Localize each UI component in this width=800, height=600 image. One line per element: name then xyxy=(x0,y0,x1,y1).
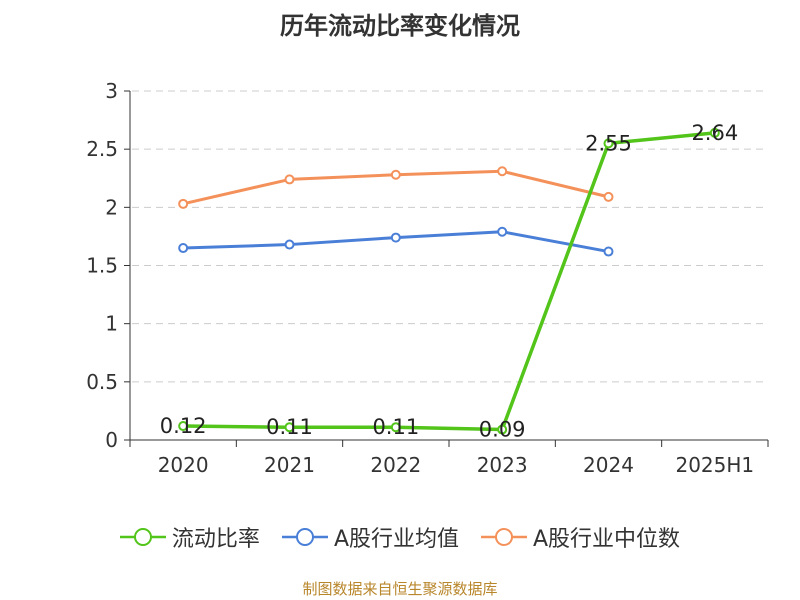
data-label: 2.55 xyxy=(585,131,632,155)
data-point-0 xyxy=(603,138,614,149)
data-point-2 xyxy=(603,191,614,202)
x-tick-label: 2023 xyxy=(477,453,528,477)
x-tick-label: 2020 xyxy=(158,453,209,477)
data-point-2 xyxy=(178,198,189,209)
y-tick-label: 1 xyxy=(105,312,118,336)
legend-marker-industry-mean xyxy=(281,528,328,546)
data-label: 2.64 xyxy=(691,121,738,145)
data-label: 0.11 xyxy=(372,415,419,439)
x-tick-label: 2024 xyxy=(583,453,634,477)
data-label: 0.11 xyxy=(266,415,313,439)
data-point-0 xyxy=(497,424,508,435)
legend-label-industry-mean: A股行业均值 xyxy=(333,527,459,552)
data-point-2 xyxy=(497,166,508,177)
y-tick-label: 3 xyxy=(105,79,118,103)
chart-title: 历年流动比率变化情况 xyxy=(280,12,520,40)
data-point-2 xyxy=(390,169,401,180)
legend-item-current-ratio[interactable]: 流动比率 xyxy=(119,521,260,553)
data-label: 0.12 xyxy=(160,414,207,438)
y-tick-label: 2 xyxy=(105,195,118,219)
legend-item-industry-median[interactable]: A股行业中位数 xyxy=(481,521,680,553)
data-point-0 xyxy=(390,422,401,433)
x-tick-label: 2021 xyxy=(264,453,315,477)
y-tick-label: 0 xyxy=(105,428,118,452)
legend-marker-current-ratio xyxy=(119,528,166,546)
legend: 流动比率 A股行业均值 A股行业中位数 xyxy=(0,520,800,554)
data-point-1 xyxy=(390,232,401,243)
legend-item-industry-mean[interactable]: A股行业均值 xyxy=(281,521,459,553)
legend-label-current-ratio: 流动比率 xyxy=(171,527,260,552)
legend-label-industry-median: A股行业中位数 xyxy=(533,527,681,552)
y-tick-label: 0.5 xyxy=(86,370,118,394)
data-point-0 xyxy=(284,422,295,433)
x-tick-label: 2022 xyxy=(370,453,421,477)
data-point-0 xyxy=(709,127,720,138)
y-tick-label: 2.5 xyxy=(86,137,118,161)
x-tick-label: 2025H1 xyxy=(675,453,754,477)
data-label: 0.09 xyxy=(479,418,526,442)
data-point-0 xyxy=(178,421,189,432)
data-point-1 xyxy=(178,243,189,254)
legend-marker-industry-median xyxy=(481,528,527,546)
data-point-1 xyxy=(497,226,508,237)
series-line-0 xyxy=(183,131,716,432)
data-point-1 xyxy=(603,246,614,257)
source-footer: 制图数据来自恒生聚源数据库 xyxy=(302,580,498,598)
data-point-1 xyxy=(284,239,295,250)
y-tick-label: 1.5 xyxy=(86,254,118,278)
data-point-2 xyxy=(284,174,295,185)
